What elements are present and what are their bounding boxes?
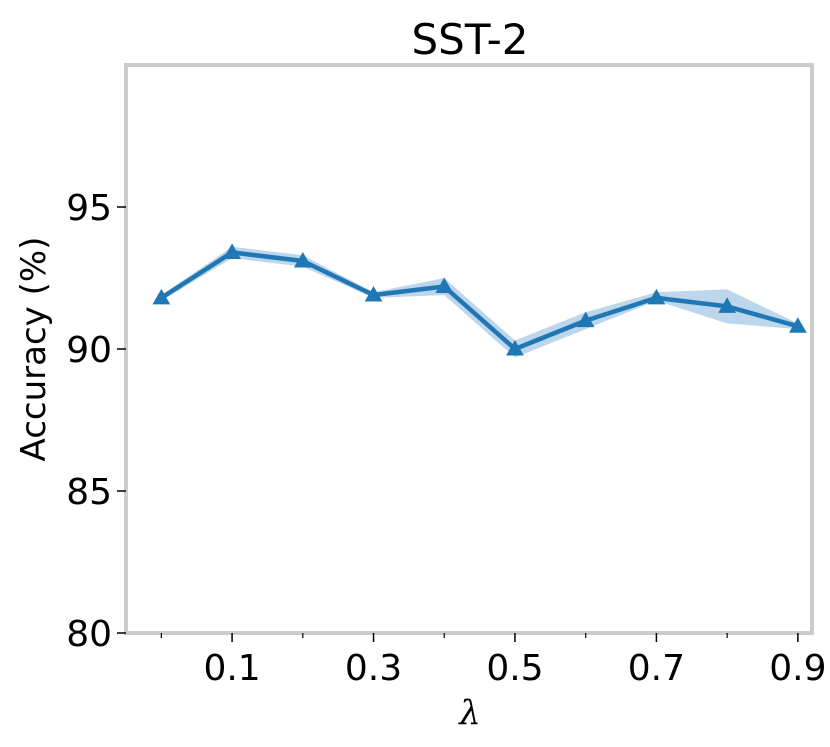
- axes: 80 85 90 95 0.1 0.3 0.5 0.7 0.9: [66, 188, 826, 689]
- y-tick-label: 85: [66, 472, 112, 513]
- data-point-marker: [435, 277, 454, 294]
- y-tick-label: 95: [66, 188, 112, 229]
- data-point-marker: [293, 251, 312, 268]
- y-tick-label: 90: [66, 330, 112, 371]
- y-axis-label: Accuracy (%): [14, 237, 54, 462]
- data-point-marker: [223, 243, 241, 259]
- data-point-marker: [647, 288, 666, 305]
- series-0-line: [160, 250, 799, 352]
- x-tick-label: 0.1: [203, 648, 260, 689]
- plot-area: [152, 243, 807, 358]
- x-tick-label: 0.5: [486, 648, 543, 689]
- x-tick-label: 0.3: [345, 648, 402, 689]
- x-axis-label: λ: [457, 693, 481, 733]
- data-point-marker: [788, 317, 807, 333]
- data-point-marker: [576, 311, 595, 328]
- x-tick-label: 0.7: [628, 648, 685, 689]
- chart-title: SST-2: [412, 15, 529, 64]
- y-tick-label: 80: [66, 614, 112, 655]
- plot-frame: [124, 63, 814, 635]
- data-point-marker: [152, 288, 171, 305]
- x-tick-label: 0.9: [769, 648, 826, 689]
- data-point-marker: [364, 286, 383, 302]
- data-point-marker: [718, 297, 736, 313]
- data-point-marker: [506, 339, 524, 356]
